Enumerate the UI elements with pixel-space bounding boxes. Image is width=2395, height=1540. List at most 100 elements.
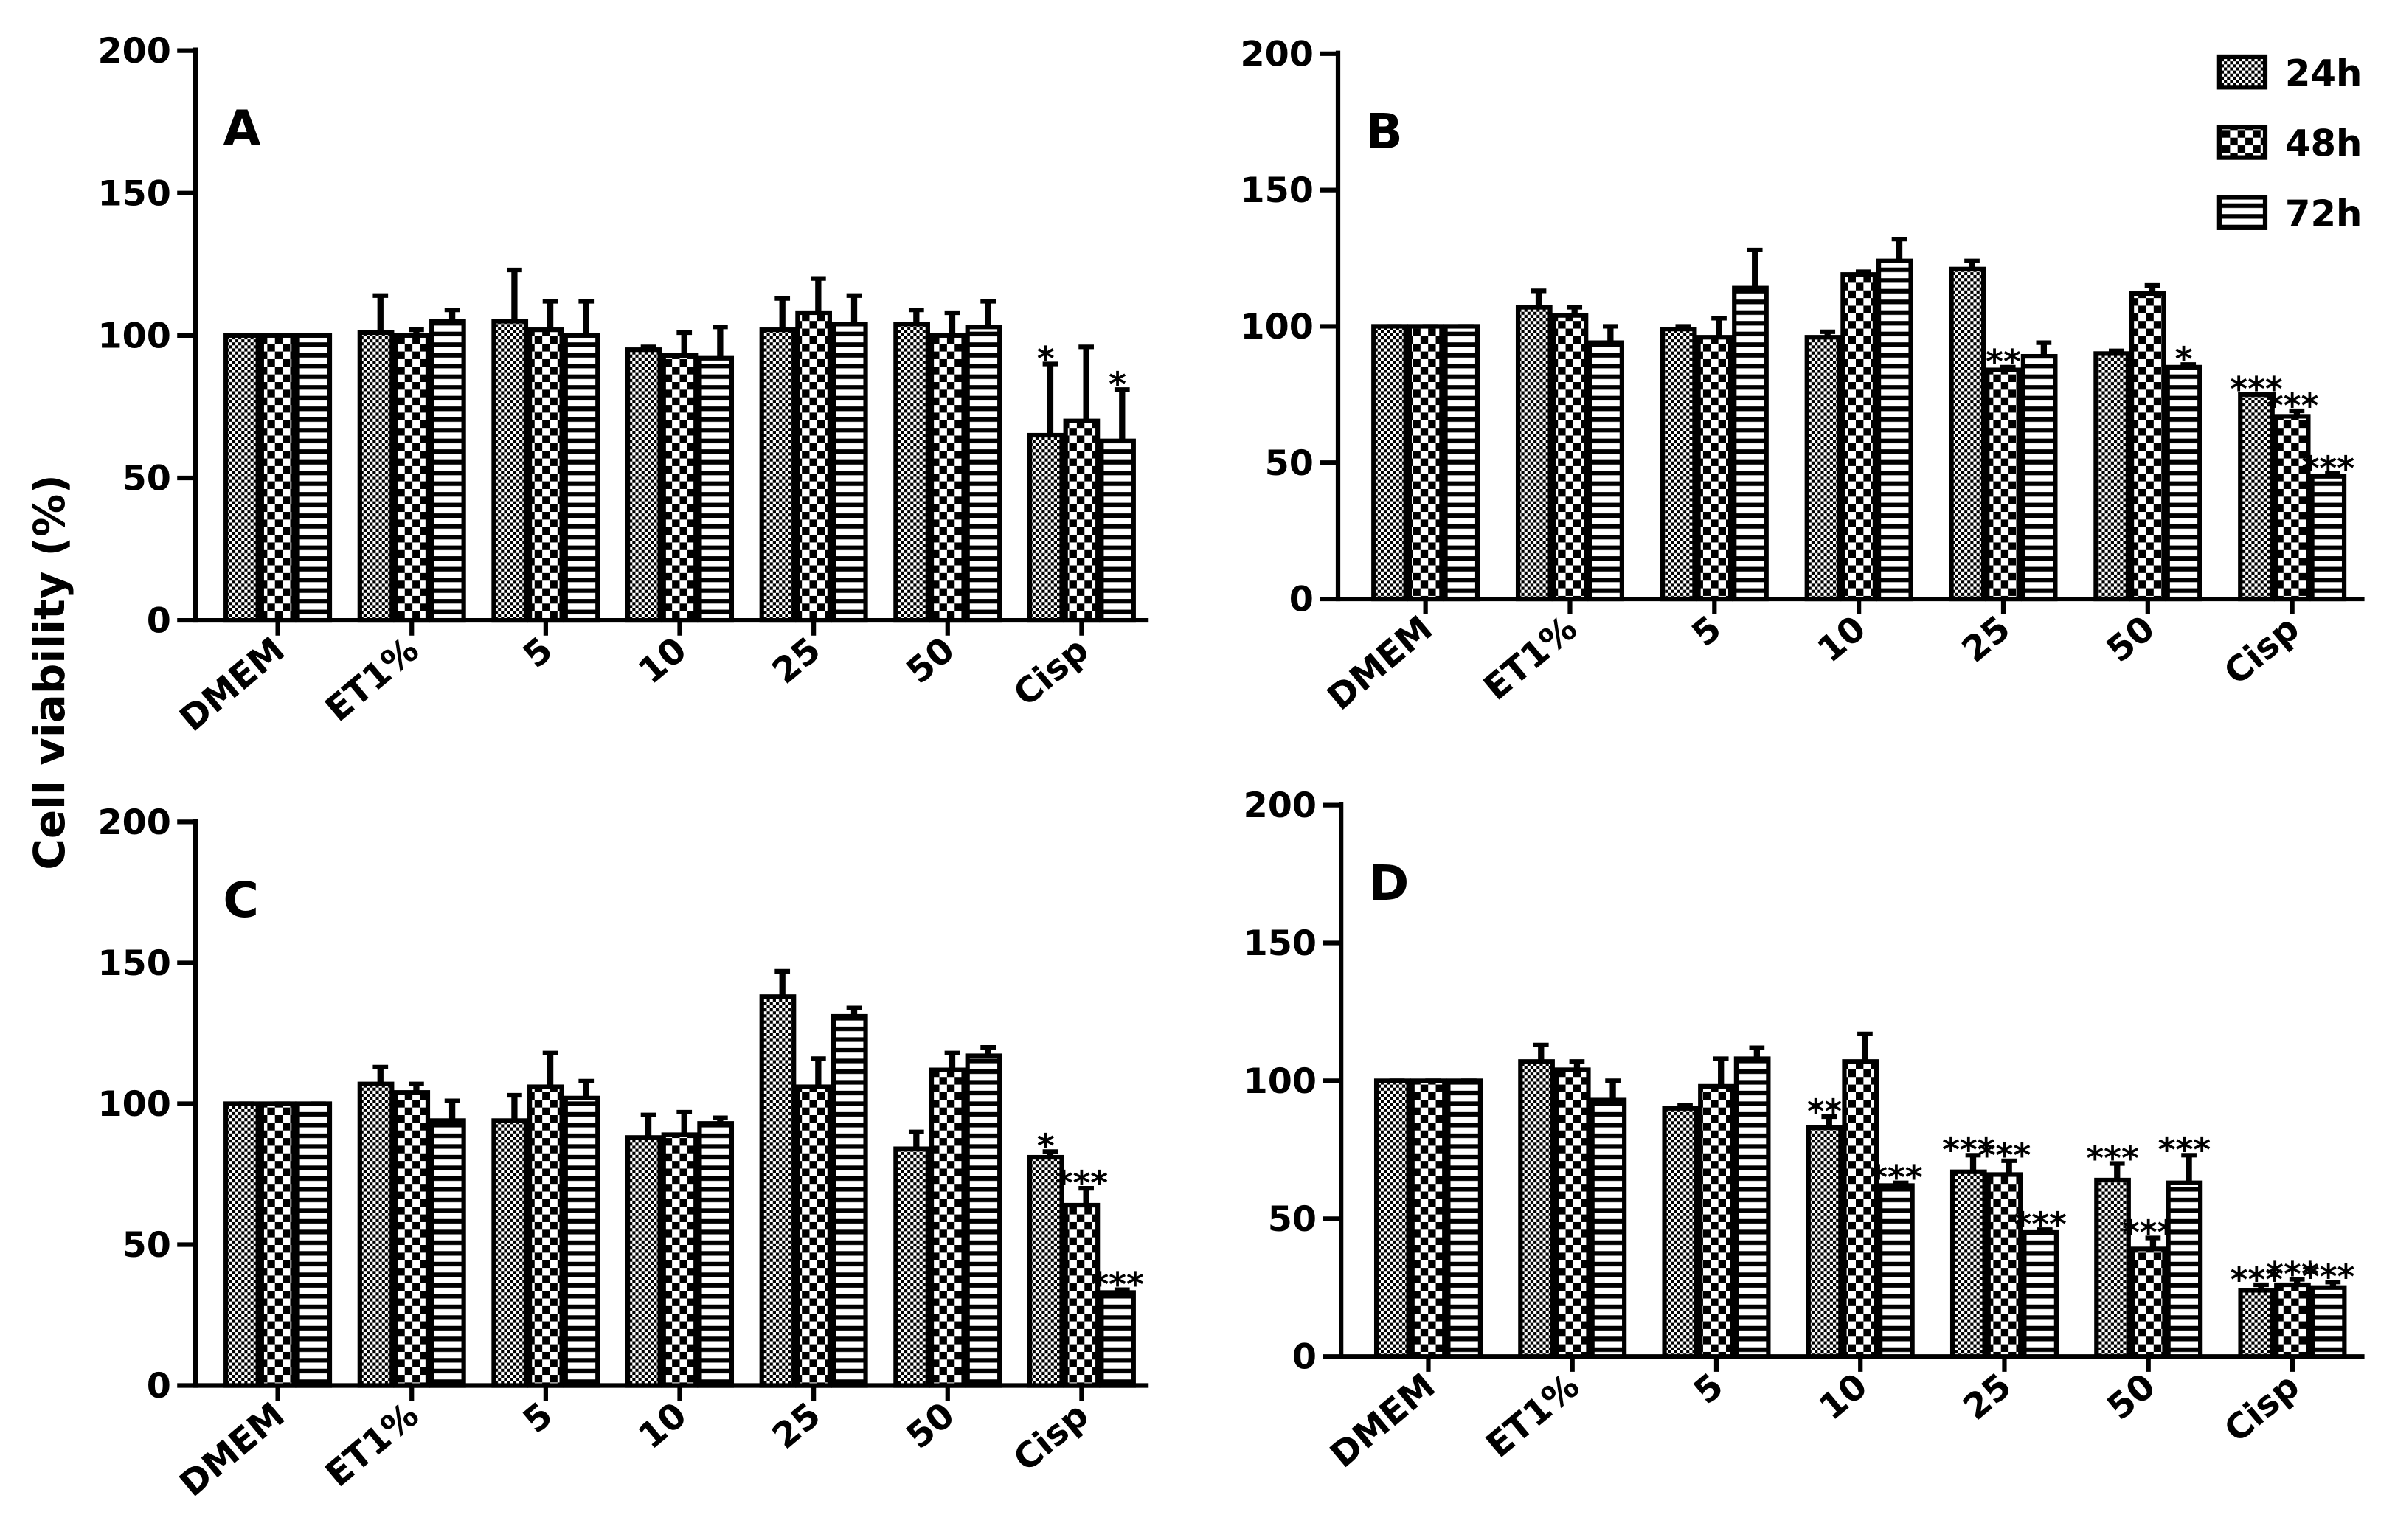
y-tick-label: 50 xyxy=(122,459,171,499)
significance-label: *** xyxy=(2086,1139,2138,1178)
significance-label: *** xyxy=(1870,1158,1922,1197)
x-tick-label: DMEM xyxy=(1323,1366,1443,1476)
x-tick-label: 50 xyxy=(2100,1366,2163,1429)
bar xyxy=(1662,1106,1699,1359)
y-tick-label: 100 xyxy=(1244,1061,1317,1102)
y-tick-label: 150 xyxy=(1240,170,1313,211)
bar xyxy=(1063,1202,1101,1388)
significance-label: ** xyxy=(1986,342,2021,381)
bar xyxy=(563,1095,600,1388)
bar xyxy=(1587,340,1624,602)
bar xyxy=(965,325,1002,623)
legend-swatch xyxy=(2216,125,2268,160)
significance-label: *** xyxy=(2014,1205,2066,1244)
bar xyxy=(929,1067,966,1388)
legend-label: 72h xyxy=(2285,192,2363,235)
bar xyxy=(491,1118,529,1388)
bar xyxy=(1949,1169,1987,1359)
x-tick-label: ET1% xyxy=(1479,1366,1587,1466)
significance-label: *** xyxy=(2266,386,2318,425)
y-tick-label: 150 xyxy=(98,943,171,984)
bar xyxy=(795,310,832,623)
bar xyxy=(259,333,297,623)
bar xyxy=(893,1146,930,1388)
bar xyxy=(2309,474,2347,602)
bar xyxy=(1876,258,1913,602)
x-tick-label: 25 xyxy=(765,630,828,693)
bar xyxy=(357,1081,395,1388)
bar xyxy=(759,327,797,623)
bar xyxy=(1551,313,1589,602)
bar xyxy=(295,333,333,623)
bar xyxy=(1518,1059,1555,1359)
bar xyxy=(1733,1056,1771,1359)
x-tick-label: 25 xyxy=(1955,608,2018,671)
y-tick-label: 200 xyxy=(1244,785,1317,826)
bar xyxy=(2022,1229,2059,1359)
bar xyxy=(1732,285,1769,602)
bar xyxy=(429,319,466,623)
bar xyxy=(357,330,395,623)
bar xyxy=(661,353,699,623)
bar xyxy=(295,1101,333,1388)
bar xyxy=(2165,364,2202,602)
bar xyxy=(831,1013,868,1388)
bar xyxy=(697,1121,735,1388)
bar xyxy=(1840,272,1878,602)
legend-swatch xyxy=(2216,195,2268,230)
panel-label: C xyxy=(223,871,259,929)
bar xyxy=(2273,414,2311,602)
bar xyxy=(625,1135,662,1388)
bar xyxy=(1842,1059,1879,1359)
x-tick-label: 5 xyxy=(516,1395,561,1441)
x-tick-label: 5 xyxy=(516,630,561,676)
x-tick-label: 5 xyxy=(1685,608,1730,655)
y-tick-label: 0 xyxy=(1289,580,1314,620)
bar xyxy=(1371,324,1408,602)
y-tick-label: 200 xyxy=(98,31,171,72)
x-tick-label: Cisp xyxy=(2217,1366,2307,1451)
bar xyxy=(2093,351,2131,602)
bar xyxy=(2129,291,2166,602)
bar xyxy=(2094,1177,2131,1359)
bar xyxy=(2238,392,2275,602)
bar xyxy=(1553,1067,1591,1359)
y-tick-label: 100 xyxy=(1240,307,1313,347)
bar xyxy=(2309,1285,2347,1359)
bar xyxy=(893,322,930,623)
legend-label: 48h xyxy=(2285,122,2363,165)
bar xyxy=(1099,438,1136,623)
legend-label: 24h xyxy=(2285,52,2363,94)
bar xyxy=(1696,335,1733,602)
bar xyxy=(1373,1078,1411,1359)
legend-swatch xyxy=(2216,54,2268,90)
bar xyxy=(1410,1078,1447,1359)
significance-label: * xyxy=(1037,1127,1055,1166)
x-tick-label: 50 xyxy=(899,630,963,693)
x-tick-label: Cisp xyxy=(1006,1395,1096,1480)
significance-label: *** xyxy=(2230,370,2282,409)
bar xyxy=(1515,305,1553,602)
significance-label: *** xyxy=(1942,1131,1994,1170)
significance-label: * xyxy=(2175,339,2193,378)
x-tick-label: Cisp xyxy=(2216,608,2306,693)
y-tick-label: 150 xyxy=(98,173,171,214)
y-tick-label: 100 xyxy=(98,316,171,356)
significance-label: ** xyxy=(1807,1092,1843,1131)
bar xyxy=(2238,1288,2276,1359)
bar xyxy=(2274,1282,2311,1359)
y-tick-label: 50 xyxy=(122,1225,171,1266)
bar xyxy=(929,333,966,623)
x-tick-label: Cisp xyxy=(1006,630,1096,715)
bar xyxy=(429,1118,466,1388)
bar xyxy=(1804,335,1842,602)
y-tick-label: 200 xyxy=(1240,34,1313,74)
y-axis-label: Cell viability (%) xyxy=(24,474,74,870)
bar xyxy=(965,1053,1002,1388)
bar xyxy=(1806,1125,1843,1359)
bar xyxy=(393,1090,431,1388)
y-tick-label: 0 xyxy=(1292,1337,1317,1378)
x-tick-label: ET1% xyxy=(1477,608,1585,709)
bar xyxy=(563,333,600,623)
y-tick-label: 0 xyxy=(147,601,171,642)
